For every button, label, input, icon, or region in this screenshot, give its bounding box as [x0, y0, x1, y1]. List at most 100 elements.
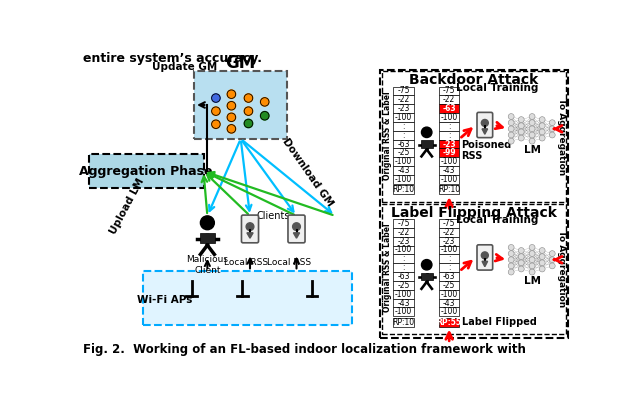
Circle shape — [246, 223, 254, 230]
Circle shape — [508, 263, 514, 269]
Text: -43: -43 — [443, 166, 455, 175]
Text: Local Training: Local Training — [456, 83, 539, 93]
Text: Local RSS: Local RSS — [267, 258, 311, 266]
Bar — [439, 308, 459, 316]
Text: -25: -25 — [398, 281, 410, 290]
Text: :: : — [402, 122, 404, 131]
Bar — [439, 95, 459, 104]
FancyBboxPatch shape — [477, 112, 493, 138]
Text: -100: -100 — [441, 290, 458, 299]
Circle shape — [244, 119, 252, 128]
Bar — [394, 148, 413, 157]
Text: -43: -43 — [398, 166, 410, 175]
Text: -100: -100 — [395, 308, 412, 316]
Circle shape — [422, 260, 432, 270]
Bar — [394, 113, 413, 122]
Circle shape — [539, 117, 545, 122]
Text: Clients: Clients — [256, 211, 290, 221]
Text: Original RSS & Label: Original RSS & Label — [384, 223, 392, 312]
Bar — [394, 157, 413, 166]
Circle shape — [539, 248, 545, 254]
Text: -63: -63 — [443, 104, 456, 113]
Circle shape — [508, 114, 514, 120]
Bar — [439, 254, 459, 263]
Text: :: : — [448, 254, 450, 263]
Bar — [439, 237, 459, 246]
Text: -22: -22 — [443, 95, 455, 104]
Circle shape — [518, 135, 524, 141]
Circle shape — [529, 126, 535, 132]
Bar — [394, 186, 413, 194]
FancyBboxPatch shape — [242, 215, 258, 243]
Text: RP:10: RP:10 — [392, 318, 415, 327]
Circle shape — [508, 251, 514, 256]
Bar — [439, 246, 459, 254]
Circle shape — [508, 120, 514, 126]
Text: :: : — [448, 131, 450, 140]
Text: -75: -75 — [398, 86, 410, 96]
Text: -43: -43 — [443, 298, 455, 308]
FancyBboxPatch shape — [477, 245, 493, 270]
Text: -100: -100 — [441, 113, 458, 122]
Circle shape — [550, 251, 555, 256]
Bar — [439, 318, 459, 327]
Text: GM: GM — [226, 54, 256, 72]
Text: -22: -22 — [398, 228, 410, 237]
Text: -22: -22 — [443, 228, 455, 237]
Text: -100: -100 — [441, 157, 458, 166]
Bar — [394, 104, 413, 113]
Bar — [394, 308, 413, 316]
Bar — [394, 263, 413, 272]
Text: -99: -99 — [443, 148, 456, 158]
Circle shape — [550, 120, 555, 126]
Text: -100: -100 — [441, 308, 458, 316]
Bar — [394, 140, 413, 148]
Circle shape — [518, 129, 524, 135]
Bar — [439, 131, 459, 140]
Bar — [439, 157, 459, 166]
Circle shape — [529, 257, 535, 263]
Bar — [439, 219, 459, 228]
Bar — [394, 219, 413, 228]
Bar — [439, 148, 459, 157]
Circle shape — [518, 117, 524, 122]
Text: LM: LM — [524, 146, 541, 156]
Circle shape — [529, 114, 535, 120]
Text: :: : — [402, 254, 404, 263]
Text: -100: -100 — [395, 246, 412, 254]
Bar — [439, 263, 459, 272]
Text: Label Flipped: Label Flipped — [462, 317, 536, 327]
Bar — [394, 175, 413, 184]
Bar — [382, 71, 566, 202]
Circle shape — [212, 107, 220, 115]
Text: -23: -23 — [398, 236, 410, 246]
Text: RP:10: RP:10 — [438, 185, 460, 194]
Text: -23: -23 — [398, 104, 410, 113]
Circle shape — [244, 107, 252, 115]
Text: Upload LM: Upload LM — [109, 176, 146, 236]
Circle shape — [518, 123, 524, 129]
Bar — [394, 95, 413, 104]
Bar — [394, 246, 413, 254]
Bar — [200, 233, 215, 243]
Bar — [382, 204, 566, 334]
Text: -25: -25 — [398, 148, 410, 158]
Bar — [439, 166, 459, 175]
Circle shape — [518, 248, 524, 254]
Bar — [439, 175, 459, 184]
Bar — [394, 318, 413, 327]
Text: -100: -100 — [395, 290, 412, 299]
Text: Original RSS & Label: Original RSS & Label — [384, 91, 392, 180]
Circle shape — [529, 132, 535, 138]
Text: Malicious
Client: Malicious Client — [186, 256, 228, 275]
Circle shape — [518, 260, 524, 266]
Text: Local Training: Local Training — [456, 216, 539, 226]
Bar — [194, 71, 287, 139]
Text: -25: -25 — [443, 281, 455, 290]
Bar — [439, 113, 459, 122]
Text: -43: -43 — [398, 298, 410, 308]
Text: -75: -75 — [398, 219, 410, 228]
Bar — [421, 273, 432, 280]
Text: -100: -100 — [395, 175, 412, 184]
Text: Local RSS: Local RSS — [225, 258, 268, 266]
